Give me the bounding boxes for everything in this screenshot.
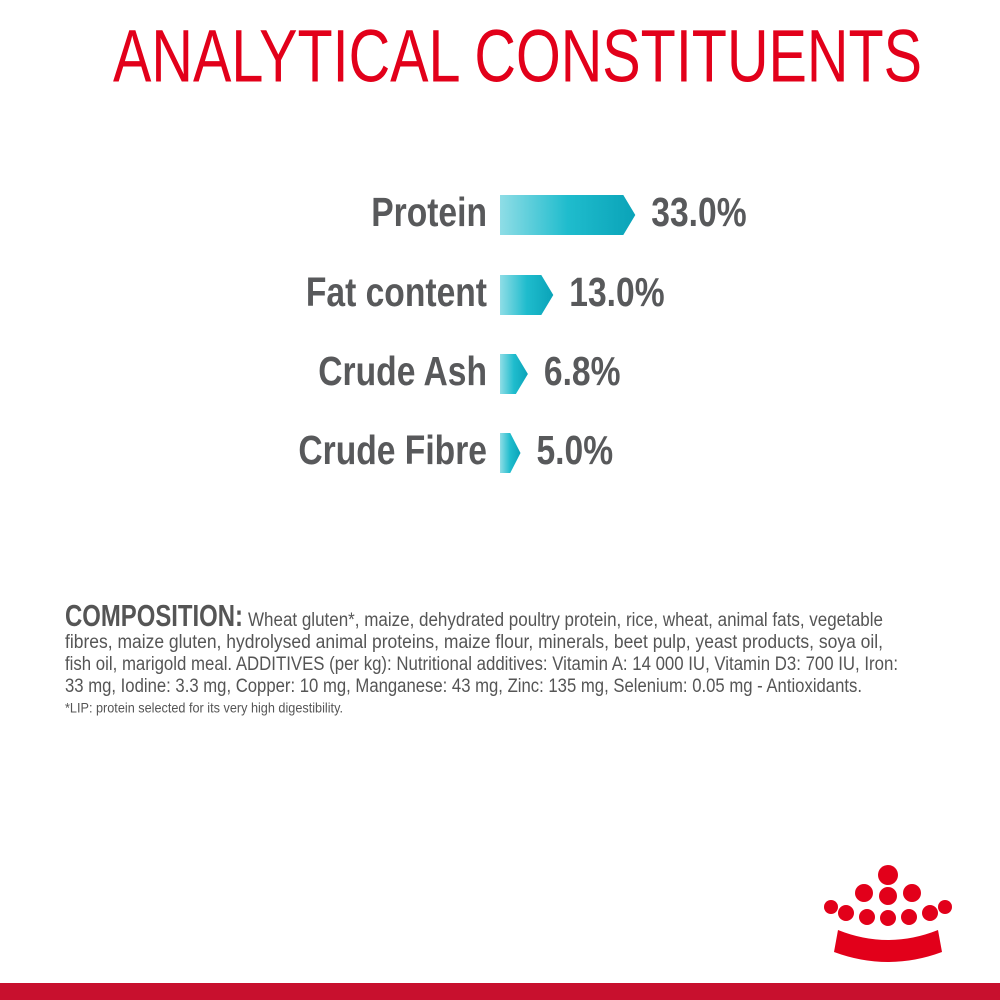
value-label: 6.8%	[544, 348, 621, 394]
composition-line: 33 mg, Iodine: 3.3 mg, Copper: 10 mg, Ma…	[65, 676, 862, 697]
composition-heading: COMPOSITION:	[65, 598, 243, 633]
category-label: Fat content	[306, 269, 488, 315]
bar	[500, 433, 521, 473]
bar-chart: Protein 33.0% Fat content 13.0% Crude Ash 6.8…	[298, 189, 747, 473]
title: ANALYTICAL CONSTITUENTS	[113, 15, 922, 98]
value-label: 33.0%	[651, 189, 746, 235]
bar	[500, 195, 636, 235]
bar	[500, 354, 528, 394]
category-label: Crude Fibre	[298, 427, 487, 473]
composition-line: fish oil, marigold meal. ADDITIVES (per …	[65, 654, 898, 675]
composition-text: Wheat gluten*, maize, dehydrated poultry…	[65, 610, 898, 697]
category-label: Protein	[371, 189, 487, 235]
bar	[500, 275, 554, 315]
composition-line: Wheat gluten*, maize, dehydrated poultry…	[248, 610, 883, 631]
composition-line: fibres, maize gluten, hydrolysed animal …	[65, 632, 883, 653]
logo	[824, 865, 952, 962]
bottom-band	[0, 983, 1000, 1000]
category-label: Crude Ash	[318, 348, 487, 394]
value-label: 13.0%	[569, 269, 664, 315]
value-label: 5.0%	[537, 427, 614, 473]
footnote: *LIP: protein selected for its very high…	[65, 700, 343, 716]
